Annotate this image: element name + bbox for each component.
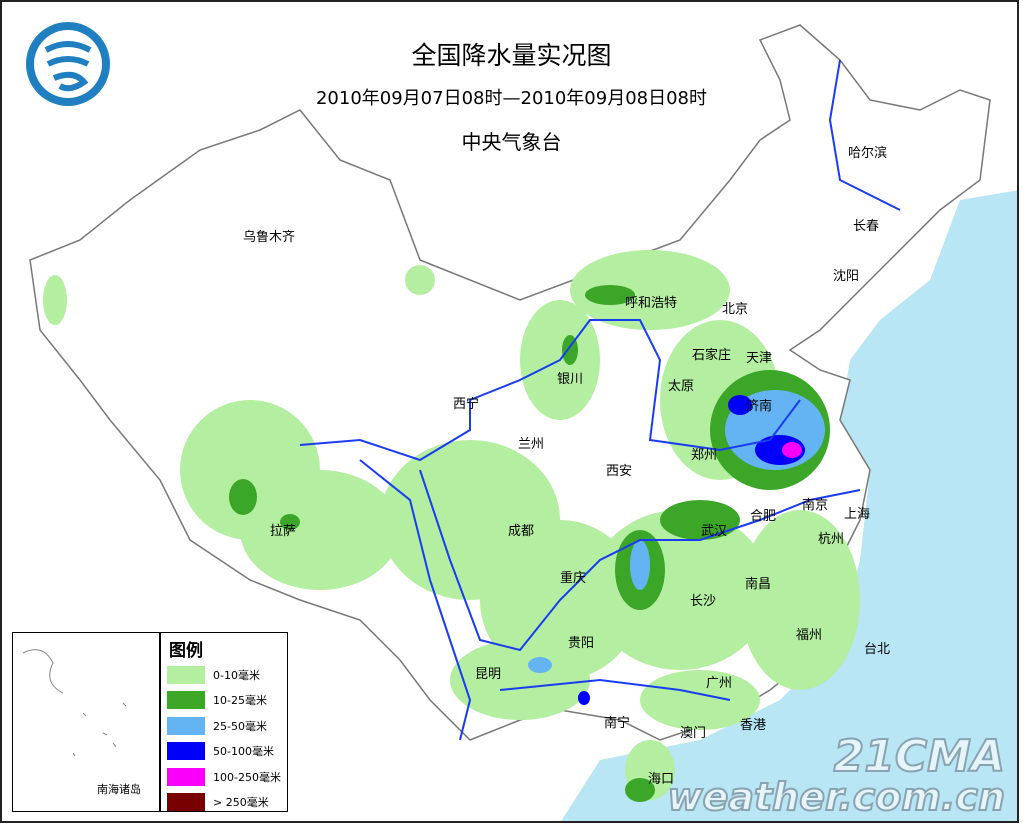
legend-label: 50-100毫米 [213,745,274,758]
legend-item: 0-10毫米 [167,665,260,684]
city-label: 石家庄 [692,348,732,363]
city-label: 贵阳 [568,636,595,651]
city-label: 太原 [668,379,695,394]
legend-label: > 250毫米 [213,796,269,809]
map-period: 2010年09月07日08时—2010年09月08日08时 [315,88,708,109]
watermark: 21CMA weather.com.cn [666,731,1006,819]
legend-title: 图例 [169,641,203,661]
map-title: 全国降水量实况图 [411,41,612,70]
city-label: 长沙 [690,594,717,609]
legend-item: 100-250毫米 [167,767,281,786]
city-label: 西宁 [453,397,480,412]
city-label: 澳门 [680,726,707,741]
rivers [299,59,901,741]
city-label: 乌鲁木齐 [243,230,296,245]
city-label: 西安 [606,464,633,479]
city-label: 上海 [844,507,871,522]
city-label: 合肥 [750,509,777,524]
city-label: 沈阳 [833,269,860,284]
legend-item: 10-25毫米 [167,691,267,710]
legend-swatch [167,767,205,786]
city-label: 拉萨 [270,524,297,539]
city-label: 成都 [508,524,535,539]
legend-swatch [167,665,205,684]
city-label: 海口 [648,772,675,787]
legend-item: 25-50毫米 [167,716,267,735]
legend-swatch [167,793,205,811]
city-label: 南京 [802,498,829,513]
city-label: 福州 [796,628,823,643]
city-label: 昆明 [475,667,502,682]
sea [560,190,1019,823]
rain-0-10 [43,250,860,800]
city-label: 兰州 [518,437,545,452]
legend-label: 0-10毫米 [213,668,260,682]
city-label: 南宁 [604,716,631,731]
city-label: 香港 [740,718,767,733]
legend-item: 50-100毫米 [167,742,274,761]
legend: 图例 0-10毫米 10-25毫米 25-50毫米 50-100毫米 100-250毫米… [160,632,288,812]
cma-logo-icon [24,20,112,108]
city-label: 南昌 [745,577,772,592]
city-label: 天津 [746,351,773,366]
city-label: 杭州 [818,532,845,547]
map-issuer: 中央气象台 [461,130,562,154]
city-label: 呼和浩特 [625,296,678,311]
legend-swatch [167,716,205,735]
south-china-sea-inset: 南海诸岛 [12,632,160,812]
inset-label: 南海诸岛 [97,783,141,796]
city-label: 哈尔滨 [848,146,888,161]
legend-swatch [167,691,205,709]
legend-label: 25-50毫米 [213,719,267,733]
city-label: 重庆 [560,571,587,586]
city-label: 武汉 [701,524,728,539]
city-label: 银川 [557,372,584,387]
legend-swatch [167,742,205,760]
city-label: 济南 [746,399,773,414]
legend-label: 10-25毫米 [213,694,267,707]
city-label: 北京 [722,302,749,317]
rain-100-250 [782,442,802,458]
city-label: 台北 [864,642,891,657]
city-label: 郑州 [691,448,718,463]
legend-item: > 250毫米 [167,793,269,812]
city-label: 广州 [706,676,733,691]
city-label: 长春 [853,219,880,234]
legend-label: 100-250毫米 [213,770,281,784]
